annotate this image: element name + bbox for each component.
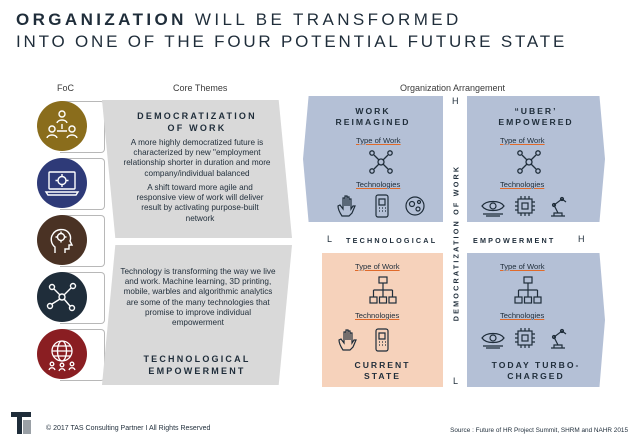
- gear-brain-icon: [405, 196, 425, 216]
- eye-scan-icon: [481, 200, 505, 217]
- source-text: Source : Future of HR Project Summit, SH…: [450, 427, 628, 434]
- quadrant-title: WORK REIMAGINED: [335, 106, 411, 127]
- page-title-line2: INTO ONE OF THE FOUR POTENTIAL FUTURE ST…: [16, 32, 568, 51]
- eye-scan-icon: [481, 332, 505, 349]
- theme-title-technological: TECHNOLOGICAL EMPOWERMENT: [143, 354, 251, 376]
- quadrant-work-reimagined: WORK REIMAGINED Type of Work Technologie…: [303, 96, 443, 222]
- type-of-work-label: Type of Work: [500, 136, 545, 145]
- company-logo: [11, 412, 31, 434]
- mobile-icon: [375, 194, 389, 218]
- quadrant-uber-empowered: “UBER’ EMPOWERED Type of Work Technologi…: [467, 96, 605, 222]
- network-work-icon: [517, 150, 541, 174]
- theme-panel-technological: Technology is transforming the way we li…: [102, 245, 292, 385]
- theme-panel-democratization: DEMOCRATIZATION OF WORK A more highly de…: [102, 100, 292, 238]
- theme-text-democratization-1: A more highly democratized future is cha…: [123, 138, 271, 178]
- header-foc: FoC: [57, 83, 75, 93]
- quadrant-title: TODAY TURBO- CHARGED: [491, 360, 581, 381]
- robot-arm-icon: [551, 196, 567, 217]
- network-work-icon: [369, 150, 393, 174]
- robot-arm-icon: [551, 328, 567, 349]
- chip-icon: [515, 196, 535, 216]
- network-nodes-icon: [37, 272, 87, 322]
- header-core-themes: Core Themes: [173, 83, 228, 93]
- technologies-label: Technologies: [355, 311, 400, 320]
- axis-horizontal-right-label: EMPOWERMENT: [473, 236, 556, 245]
- technologies-label: Technologies: [500, 311, 545, 320]
- theme-title-democratization: DEMOCRATIZATION OF WORK: [137, 111, 257, 133]
- hand-icon: [338, 329, 357, 351]
- hand-icon: [337, 195, 356, 217]
- quadrant-title: CURRENT STATE: [354, 360, 411, 381]
- technologies-label: Technologies: [500, 180, 545, 189]
- type-of-work-label: Type of Work: [355, 262, 400, 271]
- quadrant-title: “UBER’ EMPOWERED: [498, 106, 574, 127]
- laptop-gear-icon: [37, 158, 87, 208]
- header-org-arrangement: Organization Arrangement: [400, 83, 506, 93]
- type-of-work-label: Type of Work: [356, 136, 401, 145]
- people-network-icon: [37, 101, 87, 151]
- axis-horizontal-left-label: TECHNOLOGICAL: [346, 236, 438, 245]
- head-gear-icon: [37, 215, 87, 265]
- copyright-text: © 2017 TAS Consulting Partner I All Righ…: [46, 425, 211, 432]
- quadrant-current-state: Type of Work Technologies CURRENT STATE: [322, 253, 443, 387]
- theme-text-technological: Technology is transforming the way we li…: [120, 267, 276, 328]
- page-title-line1: ORGANIZATION WILL BE TRANSFORMED: [16, 10, 462, 29]
- hierarchy-icon: [369, 276, 397, 304]
- axis-top-label: H: [452, 96, 459, 106]
- type-of-work-label: Type of Work: [500, 262, 545, 271]
- quadrant-today-turbo-charged: Type of Work Technologies TODAY TURBO- C…: [467, 253, 605, 387]
- axis-right-label: H: [578, 234, 585, 244]
- theme-text-democratization-2: A shift toward more agile and responsive…: [136, 183, 264, 223]
- axis-vertical-label: DEMOCRATIZATION OF WORK: [451, 164, 461, 322]
- axis-bottom-label: L: [453, 376, 459, 386]
- chip-icon: [515, 328, 535, 348]
- globe-people-icon: [37, 329, 87, 379]
- technologies-label: Technologies: [356, 180, 401, 189]
- hierarchy-icon: [514, 276, 542, 304]
- axis-left-label: L: [327, 234, 333, 244]
- mobile-icon: [375, 328, 389, 352]
